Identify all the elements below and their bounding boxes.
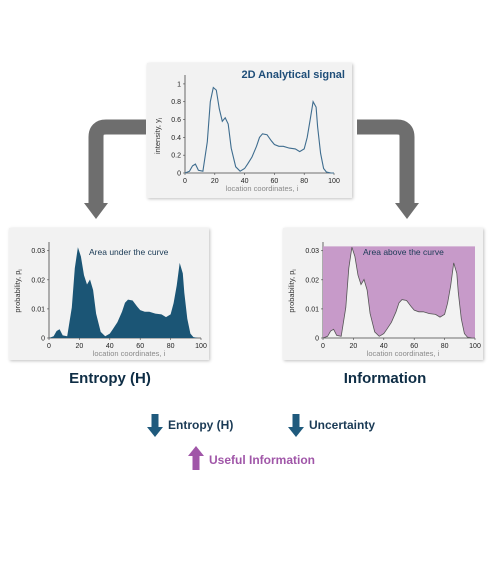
signal-x-tick-label: 20 — [211, 178, 219, 185]
entropy-x-tick-label: 60 — [136, 343, 144, 350]
entropy-down-text: Entropy (H) — [168, 418, 234, 432]
signal-line — [184, 86, 334, 174]
entropy-panel: 0 20 40 60 80 100 0 0.01 0.02 0.03 Area under the… — [9, 228, 209, 360]
information-x-tick-label: 40 — [380, 343, 388, 350]
information-label: Information — [343, 370, 427, 387]
entropy-down-arrow-icon — [147, 414, 163, 437]
entropy-x-tick-label: 40 — [106, 343, 114, 350]
entropy-ylabel: probability, pi — [13, 269, 24, 312]
signal-xlabel: location coordinates, i — [226, 184, 299, 193]
information-y-tick-label: 0.02 — [305, 277, 319, 284]
entropy-y-tick-label: 0.01 — [31, 306, 45, 313]
uncertainty-down-text: Uncertainty — [309, 418, 376, 432]
uncertainty-down-arrow-icon — [288, 414, 304, 437]
entropy-xlabel: location coordinates, i — [93, 349, 166, 358]
information-x-tick-label: 20 — [350, 343, 358, 350]
signal-title: 2D Analytical signal — [241, 69, 345, 81]
entropy-x-tick-label: 0 — [47, 343, 51, 350]
area-under-curve — [49, 247, 201, 338]
signal-y-tick-label: 0.8 — [171, 99, 181, 106]
information-x-tick-label: 60 — [410, 343, 418, 350]
signal-panel: 2D Analytical signal 0 20 40 60 80 100 0 0.2 0.4… — [147, 63, 352, 198]
entropy-y-tick-label: 0.03 — [31, 248, 45, 255]
information-x-tick-label: 0 — [321, 343, 325, 350]
signal-x-tick-label: 80 — [300, 178, 308, 185]
entropy-y-tick-label: 0 — [41, 336, 45, 343]
signal-y-tick-label: 0 — [177, 171, 181, 178]
information-y-tick-label: 0.03 — [305, 248, 319, 255]
entropy-x-tick-label: 100 — [195, 343, 207, 350]
entropy-caption: Area under the curve — [89, 247, 169, 257]
entropy-chart: 0 20 40 60 80 100 0 0.01 0.02 0.03 Area under the… — [13, 242, 207, 358]
signal-ylabel: intensity, yi — [153, 118, 164, 154]
probability-line — [322, 247, 475, 339]
signal-y-tick-label: 0.4 — [171, 135, 181, 142]
signal-chart: 2D Analytical signal 0 20 40 60 80 100 0 0.2 0.4… — [153, 69, 345, 193]
signal-x-tick-label: 100 — [328, 178, 340, 185]
information-panel: 0 20 40 60 80 100 0 0.01 0.02 0.03 Area above the… — [283, 228, 483, 360]
entropy-x-tick-label: 80 — [167, 343, 175, 350]
area-above-curve — [323, 246, 475, 338]
signal-x-tick-label: 40 — [241, 178, 249, 185]
useful-up-arrow-icon — [188, 446, 204, 470]
arrow-right-gray — [357, 119, 419, 219]
information-x-tick-label: 80 — [441, 343, 449, 350]
information-ylabel: probability, pi — [287, 269, 298, 312]
information-x-tick-label: 100 — [469, 343, 481, 350]
information-y-tick-label: 0.01 — [305, 306, 319, 313]
signal-x-tick-label: 60 — [271, 178, 279, 185]
signal-y-tick-label: 1 — [177, 81, 181, 88]
information-y-tick-label: 0 — [315, 336, 319, 343]
arrow-left-gray — [84, 119, 146, 219]
information-xlabel: location coordinates, i — [367, 349, 440, 358]
information-chart: 0 20 40 60 80 100 0 0.01 0.02 0.03 Area above the… — [287, 242, 481, 358]
useful-up-text: Useful Information — [209, 453, 316, 467]
entropy-label: Entropy (H) — [69, 370, 151, 387]
entropy-x-tick-label: 20 — [76, 343, 84, 350]
signal-x-tick-label: 0 — [183, 178, 187, 185]
signal-y-tick-label: 0.6 — [171, 117, 181, 124]
information-caption: Area above the curve — [363, 247, 444, 257]
signal-y-tick-label: 0.2 — [171, 153, 181, 160]
entropy-y-tick-label: 0.02 — [31, 277, 45, 284]
